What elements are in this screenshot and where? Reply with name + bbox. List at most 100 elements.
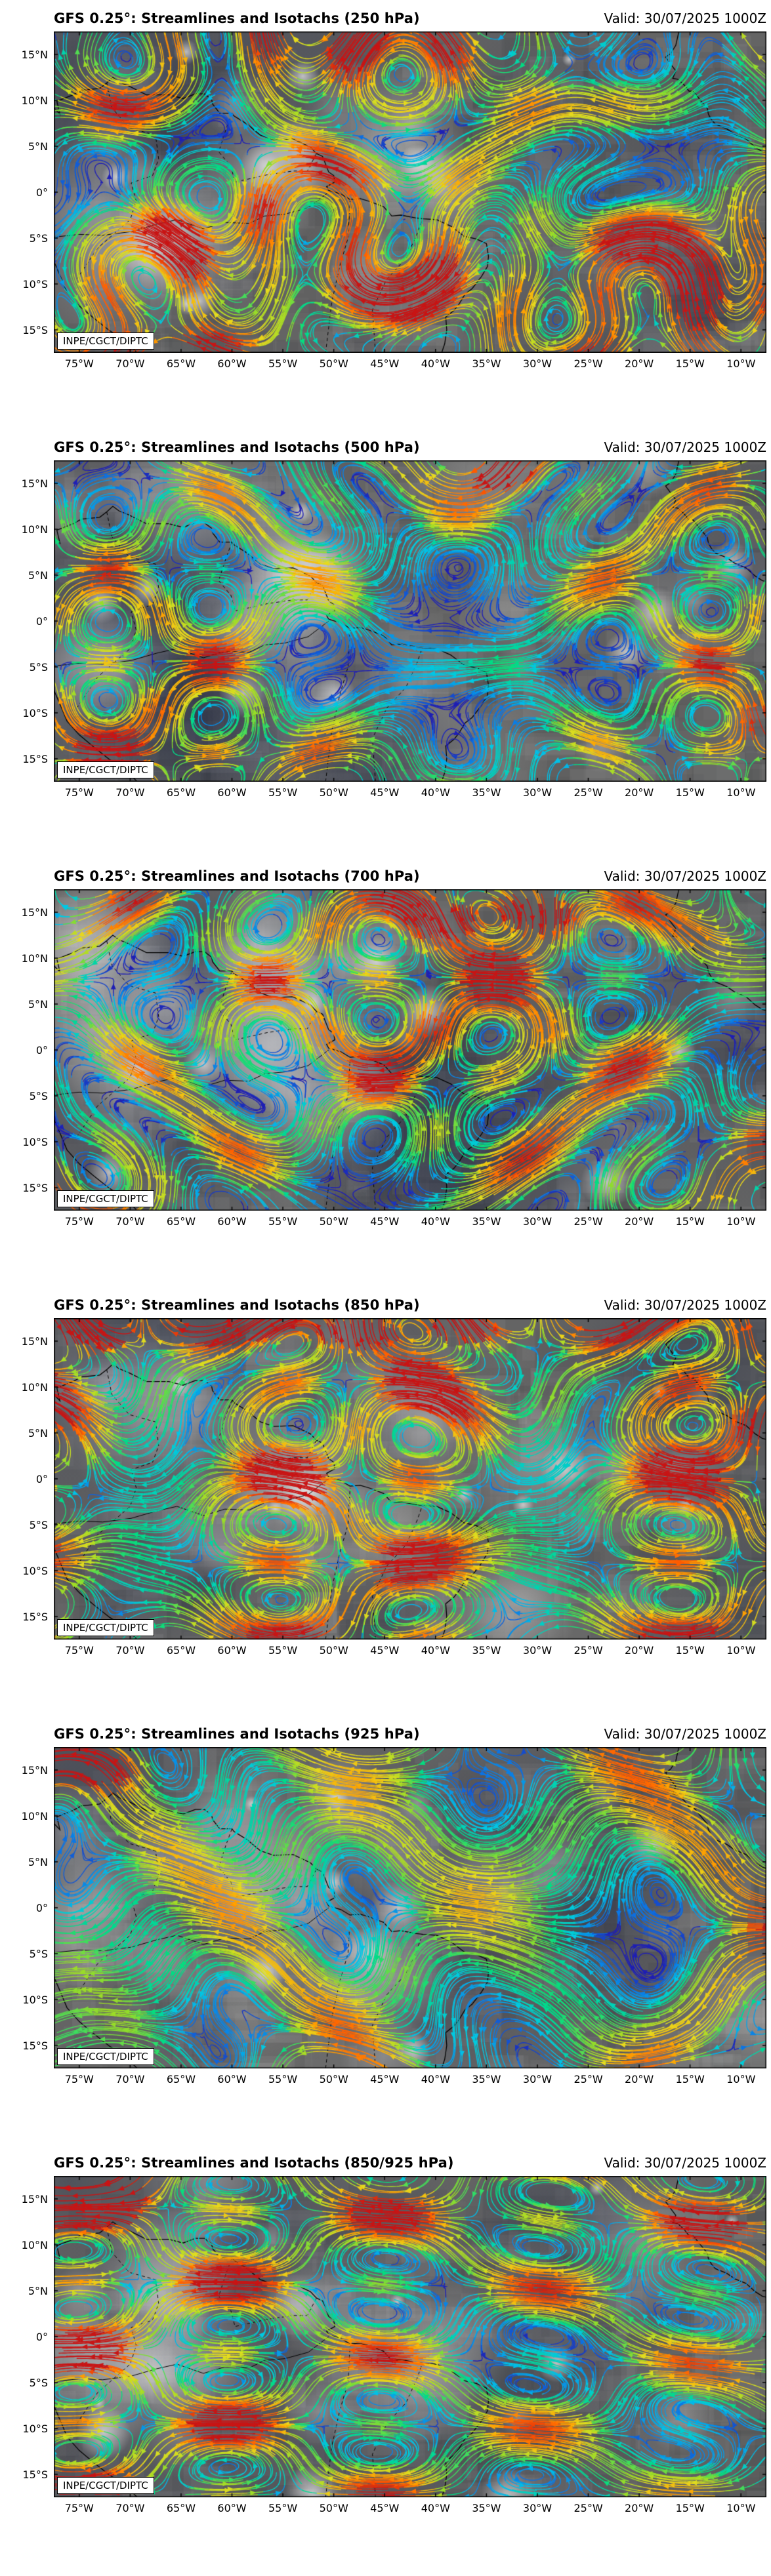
axis-tick-label: 5°N <box>28 140 48 153</box>
axis-tick-label: 75°W <box>64 2502 94 2514</box>
axis-tick-label: 70°W <box>115 357 145 370</box>
axis-tick-label: 50°W <box>319 2073 348 2085</box>
axis-tick-label: 35°W <box>472 786 501 799</box>
axis-tick-label: 70°W <box>115 1644 145 1657</box>
axis-tick-label: 10°N <box>21 1809 48 1822</box>
axis-tick-label: 35°W <box>472 2502 501 2514</box>
credit-badge: INPE/CGCT/DIPTC <box>57 1619 154 1636</box>
map-area: 15°N 10°N 5°N 0° 5°S 10°S 15°S INPE/CGCT/DIPTC <box>0 460 771 782</box>
axis-tick-label: 15°W <box>675 357 705 370</box>
axis-tick-label: 10°S <box>22 1135 48 1148</box>
panel-header: GFS 0.25°: Streamlines and Isotachs (925… <box>54 1726 766 1742</box>
axis-tick-label: 45°W <box>370 1215 400 1228</box>
axis-tick-label: 45°W <box>370 357 400 370</box>
axis-tick-label: 15°N <box>21 1335 48 1348</box>
axis-tick-label: 40°W <box>421 2073 450 2085</box>
axis-tick-label: 30°W <box>522 1215 552 1228</box>
map-area: 15°N 10°N 5°N 0° 5°S 10°S 15°S INPE/CGCT/DIPTC <box>0 889 771 1211</box>
axis-tick-label: 65°W <box>166 1215 196 1228</box>
credit-badge: INPE/CGCT/DIPTC <box>57 2477 154 2494</box>
axis-tick-label: 55°W <box>268 357 298 370</box>
axis-tick-label: 15°S <box>22 2039 48 2052</box>
panel-title: GFS 0.25°: Streamlines and Isotachs (500… <box>54 439 420 455</box>
axis-tick-label: 35°W <box>472 1215 501 1228</box>
axis-tick-label: 10°N <box>21 1380 48 1394</box>
panel-700hpa: GFS 0.25°: Streamlines and Isotachs (700… <box>0 858 771 1287</box>
panel-title: GFS 0.25°: Streamlines and Isotachs (850… <box>54 1297 420 1313</box>
lon-axis: 75°W 70°W 65°W 60°W 55°W 50°W 45°W 40°W 35°W 30°W… <box>54 2502 766 2514</box>
map-frame: INPE/CGCT/DIPTC <box>54 31 766 353</box>
axis-tick-label: 15°S <box>22 1181 48 1194</box>
axis-tick-label: 25°W <box>573 1215 603 1228</box>
axis-tick-label: 40°W <box>421 1644 450 1657</box>
axis-tick-label: 40°W <box>421 1215 450 1228</box>
axis-tick-label: 60°W <box>217 2073 247 2085</box>
axis-tick-label: 30°W <box>522 357 552 370</box>
axis-tick-label: 65°W <box>166 1644 196 1657</box>
axis-tick-label: 30°W <box>522 2502 552 2514</box>
panel-500hpa: GFS 0.25°: Streamlines and Isotachs (500… <box>0 429 771 858</box>
axis-tick-label: 75°W <box>64 357 94 370</box>
credit-badge: INPE/CGCT/DIPTC <box>57 761 154 778</box>
axis-tick-label: 55°W <box>268 1644 298 1657</box>
panel-header: GFS 0.25°: Streamlines and Isotachs (850… <box>54 1297 766 1313</box>
axis-tick-label: 20°W <box>625 1215 654 1228</box>
map-area: 15°N 10°N 5°N 0° 5°S 10°S 15°S INPE/CGCT/DIPTC <box>0 2176 771 2497</box>
axis-tick-label: 5°N <box>28 997 48 1011</box>
map-area: 15°N 10°N 5°N 0° 5°S 10°S 15°S INPE/CGCT/DIPTC <box>0 31 771 353</box>
axis-tick-label: 15°W <box>675 2502 705 2514</box>
axis-tick-label: 45°W <box>370 2502 400 2514</box>
panel-title: GFS 0.25°: Streamlines and Isotachs (850… <box>54 2155 454 2171</box>
streamline-isotach-map-700hpa <box>54 889 766 1211</box>
valid-timestamp: Valid: 30/07/2025 1000Z <box>604 1726 766 1742</box>
axis-tick-label: 20°W <box>625 786 654 799</box>
axis-tick-label: 45°W <box>370 1644 400 1657</box>
axis-tick-label: 10°N <box>21 2238 48 2251</box>
axis-tick-label: 40°W <box>421 357 450 370</box>
axis-tick-label: 10°W <box>726 1644 756 1657</box>
axis-tick-label: 50°W <box>319 2502 348 2514</box>
axis-tick-label: 15°S <box>22 2468 48 2481</box>
axis-tick-label: 10°W <box>726 2073 756 2085</box>
axis-tick-label: 0° <box>35 1901 48 1914</box>
panel-header: GFS 0.25°: Streamlines and Isotachs (250… <box>54 10 766 26</box>
lon-axis: 75°W 70°W 65°W 60°W 55°W 50°W 45°W 40°W 35°W 30°W… <box>54 786 766 799</box>
panel-header: GFS 0.25°: Streamlines and Isotachs (500… <box>54 439 766 455</box>
axis-tick-label: 65°W <box>166 2502 196 2514</box>
axis-tick-label: 10°S <box>22 2422 48 2435</box>
axis-tick-label: 0° <box>35 186 48 199</box>
panel-header: GFS 0.25°: Streamlines and Isotachs (700… <box>54 868 766 884</box>
axis-tick-label: 10°N <box>21 94 48 107</box>
lon-axis: 75°W 70°W 65°W 60°W 55°W 50°W 45°W 40°W 35°W 30°W… <box>54 1215 766 1228</box>
axis-tick-label: 15°S <box>22 1610 48 1623</box>
axis-tick-label: 70°W <box>115 2073 145 2085</box>
axis-tick-label: 25°W <box>573 786 603 799</box>
axis-tick-label: 15°N <box>21 906 48 919</box>
axis-tick-label: 10°S <box>22 1564 48 1577</box>
axis-tick-label: 5°S <box>29 231 48 245</box>
axis-tick-label: 40°W <box>421 2502 450 2514</box>
axis-tick-label: 10°W <box>726 357 756 370</box>
lon-axis: 75°W 70°W 65°W 60°W 55°W 50°W 45°W 40°W 35°W 30°W… <box>54 2073 766 2085</box>
axis-tick-label: 60°W <box>217 2502 247 2514</box>
axis-tick-label: 65°W <box>166 357 196 370</box>
map-frame: INPE/CGCT/DIPTC <box>54 460 766 782</box>
axis-tick-label: 0° <box>35 614 48 628</box>
axis-tick-label: 60°W <box>217 357 247 370</box>
axis-tick-label: 15°S <box>22 323 48 336</box>
panel-850-925hpa: GFS 0.25°: Streamlines and Isotachs (850… <box>0 2144 771 2573</box>
axis-tick-label: 55°W <box>268 786 298 799</box>
lat-axis: 15°N 10°N 5°N 0° 5°S 10°S 15°S <box>0 889 54 1211</box>
axis-tick-label: 35°W <box>472 2073 501 2085</box>
axis-tick-label: 55°W <box>268 2502 298 2514</box>
axis-tick-label: 50°W <box>319 786 348 799</box>
axis-tick-label: 10°W <box>726 1215 756 1228</box>
axis-tick-label: 20°W <box>625 2073 654 2085</box>
axis-tick-label: 10°W <box>726 2502 756 2514</box>
axis-tick-label: 70°W <box>115 2502 145 2514</box>
map-area: 15°N 10°N 5°N 0° 5°S 10°S 15°S INPE/CGCT/DIPTC <box>0 1318 771 1640</box>
axis-tick-label: 45°W <box>370 2073 400 2085</box>
lon-axis: 75°W 70°W 65°W 60°W 55°W 50°W 45°W 40°W 35°W 30°W… <box>54 357 766 370</box>
axis-tick-label: 70°W <box>115 1215 145 1228</box>
axis-tick-label: 50°W <box>319 357 348 370</box>
